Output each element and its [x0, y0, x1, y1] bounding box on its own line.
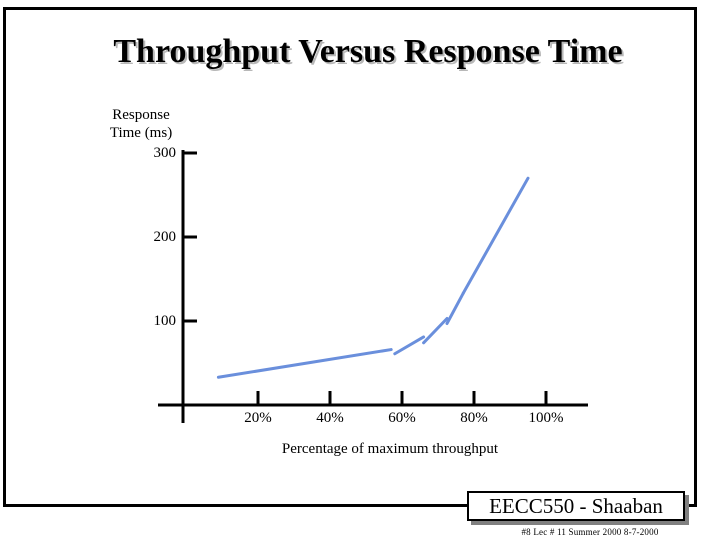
- slide-frame: [3, 7, 697, 507]
- curve-segment-4: [445, 291, 465, 326]
- x-tick-label-80: 80%: [460, 410, 488, 426]
- series-layer: [216, 176, 530, 379]
- curve-segment-5: [461, 176, 530, 295]
- y-axis-label-line2: Time (ms): [109, 125, 173, 141]
- x-tick-label-100: 100%: [528, 410, 564, 426]
- y-tick-label-300: 300: [153, 145, 177, 161]
- x-axis-label: Percentage of maximum throughput: [281, 441, 499, 457]
- curve-segment-1: [216, 348, 393, 379]
- course-badge: EECC550 - Shaaban: [467, 491, 685, 521]
- slide-title: Throughput Versus Response Time: [113, 33, 623, 70]
- curve-segment-3: [422, 316, 449, 345]
- y-axis-label-line1: Response: [112, 107, 170, 123]
- y-axis-label: Response Time (ms): [100, 106, 182, 142]
- x-tick-label-40: 40%: [316, 410, 344, 426]
- curve-segment-2: [393, 335, 426, 356]
- x-tick-label-20: 20%: [244, 410, 272, 426]
- y-tick-label-100: 100: [153, 313, 177, 329]
- slide-footer: #8 Lec # 11 Summer 2000 8-7-2000: [521, 527, 659, 537]
- y-tick-label-200: 200: [153, 229, 177, 245]
- x-tick-label-60: 60%: [388, 410, 416, 426]
